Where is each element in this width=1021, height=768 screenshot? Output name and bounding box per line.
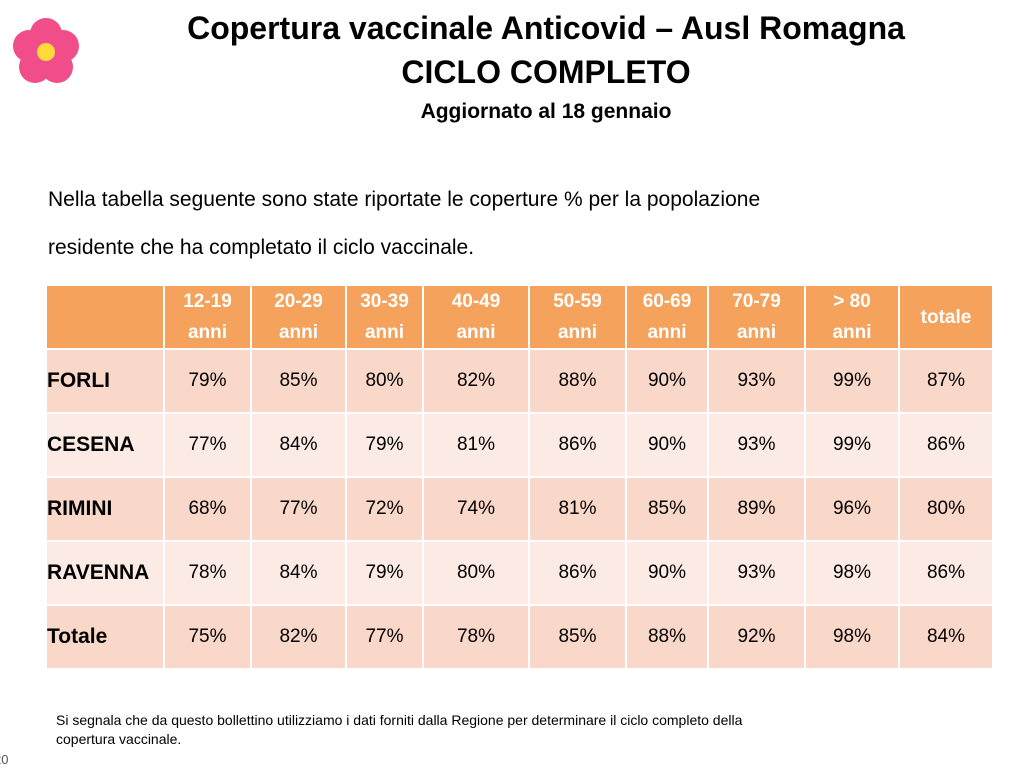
header-cell: 20-29 anni <box>250 284 347 350</box>
header-cell: 40-49 anni <box>422 284 530 350</box>
table-row: FORLI 79% 85% 80% 82% 88% 90% 93% 99% 87% <box>45 348 994 414</box>
row-name: RAVENNA <box>45 540 165 606</box>
column-range: 20-29 <box>274 291 323 312</box>
header-cell: 70-79 anni <box>707 284 806 350</box>
value-cell: 90% <box>625 348 709 414</box>
value-cell: 89% <box>707 476 806 542</box>
header-cell <box>45 284 165 350</box>
value-cell: 82% <box>250 604 347 670</box>
value-cell: 81% <box>528 476 627 542</box>
table-row: RIMINI 68% 77% 72% 74% 81% 85% 89% 96% 80% <box>45 476 994 542</box>
value-cell: 88% <box>625 604 709 670</box>
value-cell: 87% <box>898 348 994 414</box>
value-cell: 86% <box>898 540 994 606</box>
value-cell: 77% <box>345 604 424 670</box>
column-range: 70-79 <box>732 291 781 312</box>
header-cell: 30-39 anni <box>345 284 424 350</box>
column-range: 50-59 <box>553 291 602 312</box>
value-cell: 86% <box>898 412 994 478</box>
row-name: FORLI <box>45 348 165 414</box>
value-cell: 80% <box>422 540 530 606</box>
value-cell: 93% <box>707 348 806 414</box>
value-cell: 93% <box>707 412 806 478</box>
column-unit: anni <box>557 322 598 343</box>
value-cell: 84% <box>898 604 994 670</box>
row-name: RIMINI <box>45 476 165 542</box>
footnote-line: Si segnala che da questo bollettino util… <box>56 712 743 728</box>
row-name: CESENA <box>45 412 165 478</box>
footnote-line: copertura vaccinale. <box>56 731 182 747</box>
value-cell: 84% <box>250 540 347 606</box>
value-cell: 98% <box>804 604 900 670</box>
column-unit: anni <box>647 322 687 343</box>
column-unit: anni <box>278 322 319 343</box>
value-cell: 86% <box>528 412 627 478</box>
value-cell: 80% <box>345 348 424 414</box>
value-cell: 79% <box>345 540 424 606</box>
column-unit: anni <box>364 322 405 343</box>
value-cell: 85% <box>250 348 347 414</box>
table-row: CESENA 77% 84% 79% 81% 86% 90% 93% 99% 86% <box>45 412 994 478</box>
column-range: 60-69 <box>642 291 692 312</box>
coverage-table: 12-19 anni 20-29 anni 30-39 anni 40-49 anni 50-5… <box>45 284 994 670</box>
value-cell: 85% <box>625 476 709 542</box>
value-cell: 79% <box>163 348 252 414</box>
value-cell: 82% <box>422 348 530 414</box>
column-unit: anni <box>736 322 777 343</box>
value-cell: 84% <box>250 412 347 478</box>
column-unit: anni <box>832 322 872 343</box>
value-cell: 93% <box>707 540 806 606</box>
header-cell: 60-69 anni <box>625 284 709 350</box>
value-cell: 77% <box>250 476 347 542</box>
column-range: 12-19 <box>183 291 232 312</box>
header-cell: > 80 anni <box>804 284 900 350</box>
table-row: Totale 75% 82% 77% 78% 85% 88% 92% 98% 84% <box>45 604 994 670</box>
value-cell: 81% <box>422 412 530 478</box>
table-row: RAVENNA 78% 84% 79% 80% 86% 90% 93% 98% 86% <box>45 540 994 606</box>
column-unit: anni <box>456 322 496 343</box>
value-cell: 72% <box>345 476 424 542</box>
column-range: 30-39 <box>360 291 409 312</box>
intro-line: Nella tabella seguente sono state riport… <box>48 188 761 211</box>
value-cell: 79% <box>345 412 424 478</box>
footnote: Si segnala che da questo bollettino util… <box>56 711 742 749</box>
header-cell: 12-19 anni <box>163 284 252 350</box>
value-cell: 80% <box>898 476 994 542</box>
subtitle: CICLO COMPLETO <box>401 54 691 90</box>
value-cell: 75% <box>163 604 252 670</box>
value-cell: 96% <box>804 476 900 542</box>
column-range: totale <box>920 306 972 328</box>
value-cell: 86% <box>528 540 627 606</box>
title: Copertura vaccinale Anticovid – Ausl Rom… <box>187 10 905 46</box>
header-cell: 50-59 anni <box>528 284 627 350</box>
value-cell: 85% <box>528 604 627 670</box>
row-name: Totale <box>45 604 165 670</box>
column-range: > 80 <box>833 291 871 312</box>
value-cell: 90% <box>625 412 709 478</box>
value-cell: 99% <box>804 412 900 478</box>
value-cell: 88% <box>528 348 627 414</box>
column-unit: anni <box>187 322 228 343</box>
intro-line: residente che ha completato il ciclo vac… <box>48 236 475 259</box>
value-cell: 77% <box>163 412 252 478</box>
value-cell: 74% <box>422 476 530 542</box>
updated: Aggiornato al 18 gennaio <box>420 100 672 123</box>
value-cell: 99% <box>804 348 900 414</box>
flower-icon <box>13 18 79 83</box>
intro: Nella tabella seguente sono state riport… <box>48 176 760 272</box>
value-cell: 78% <box>163 540 252 606</box>
header-cell: totale <box>898 284 994 350</box>
page-number: 20 <box>0 752 9 767</box>
value-cell: 78% <box>422 604 530 670</box>
value-cell: 92% <box>707 604 806 670</box>
header-row: 12-19 anni 20-29 anni 30-39 anni 40-49 anni 50-5… <box>45 284 994 350</box>
value-cell: 98% <box>804 540 900 606</box>
column-range: 40-49 <box>451 291 501 312</box>
value-cell: 68% <box>163 476 252 542</box>
value-cell: 90% <box>625 540 709 606</box>
